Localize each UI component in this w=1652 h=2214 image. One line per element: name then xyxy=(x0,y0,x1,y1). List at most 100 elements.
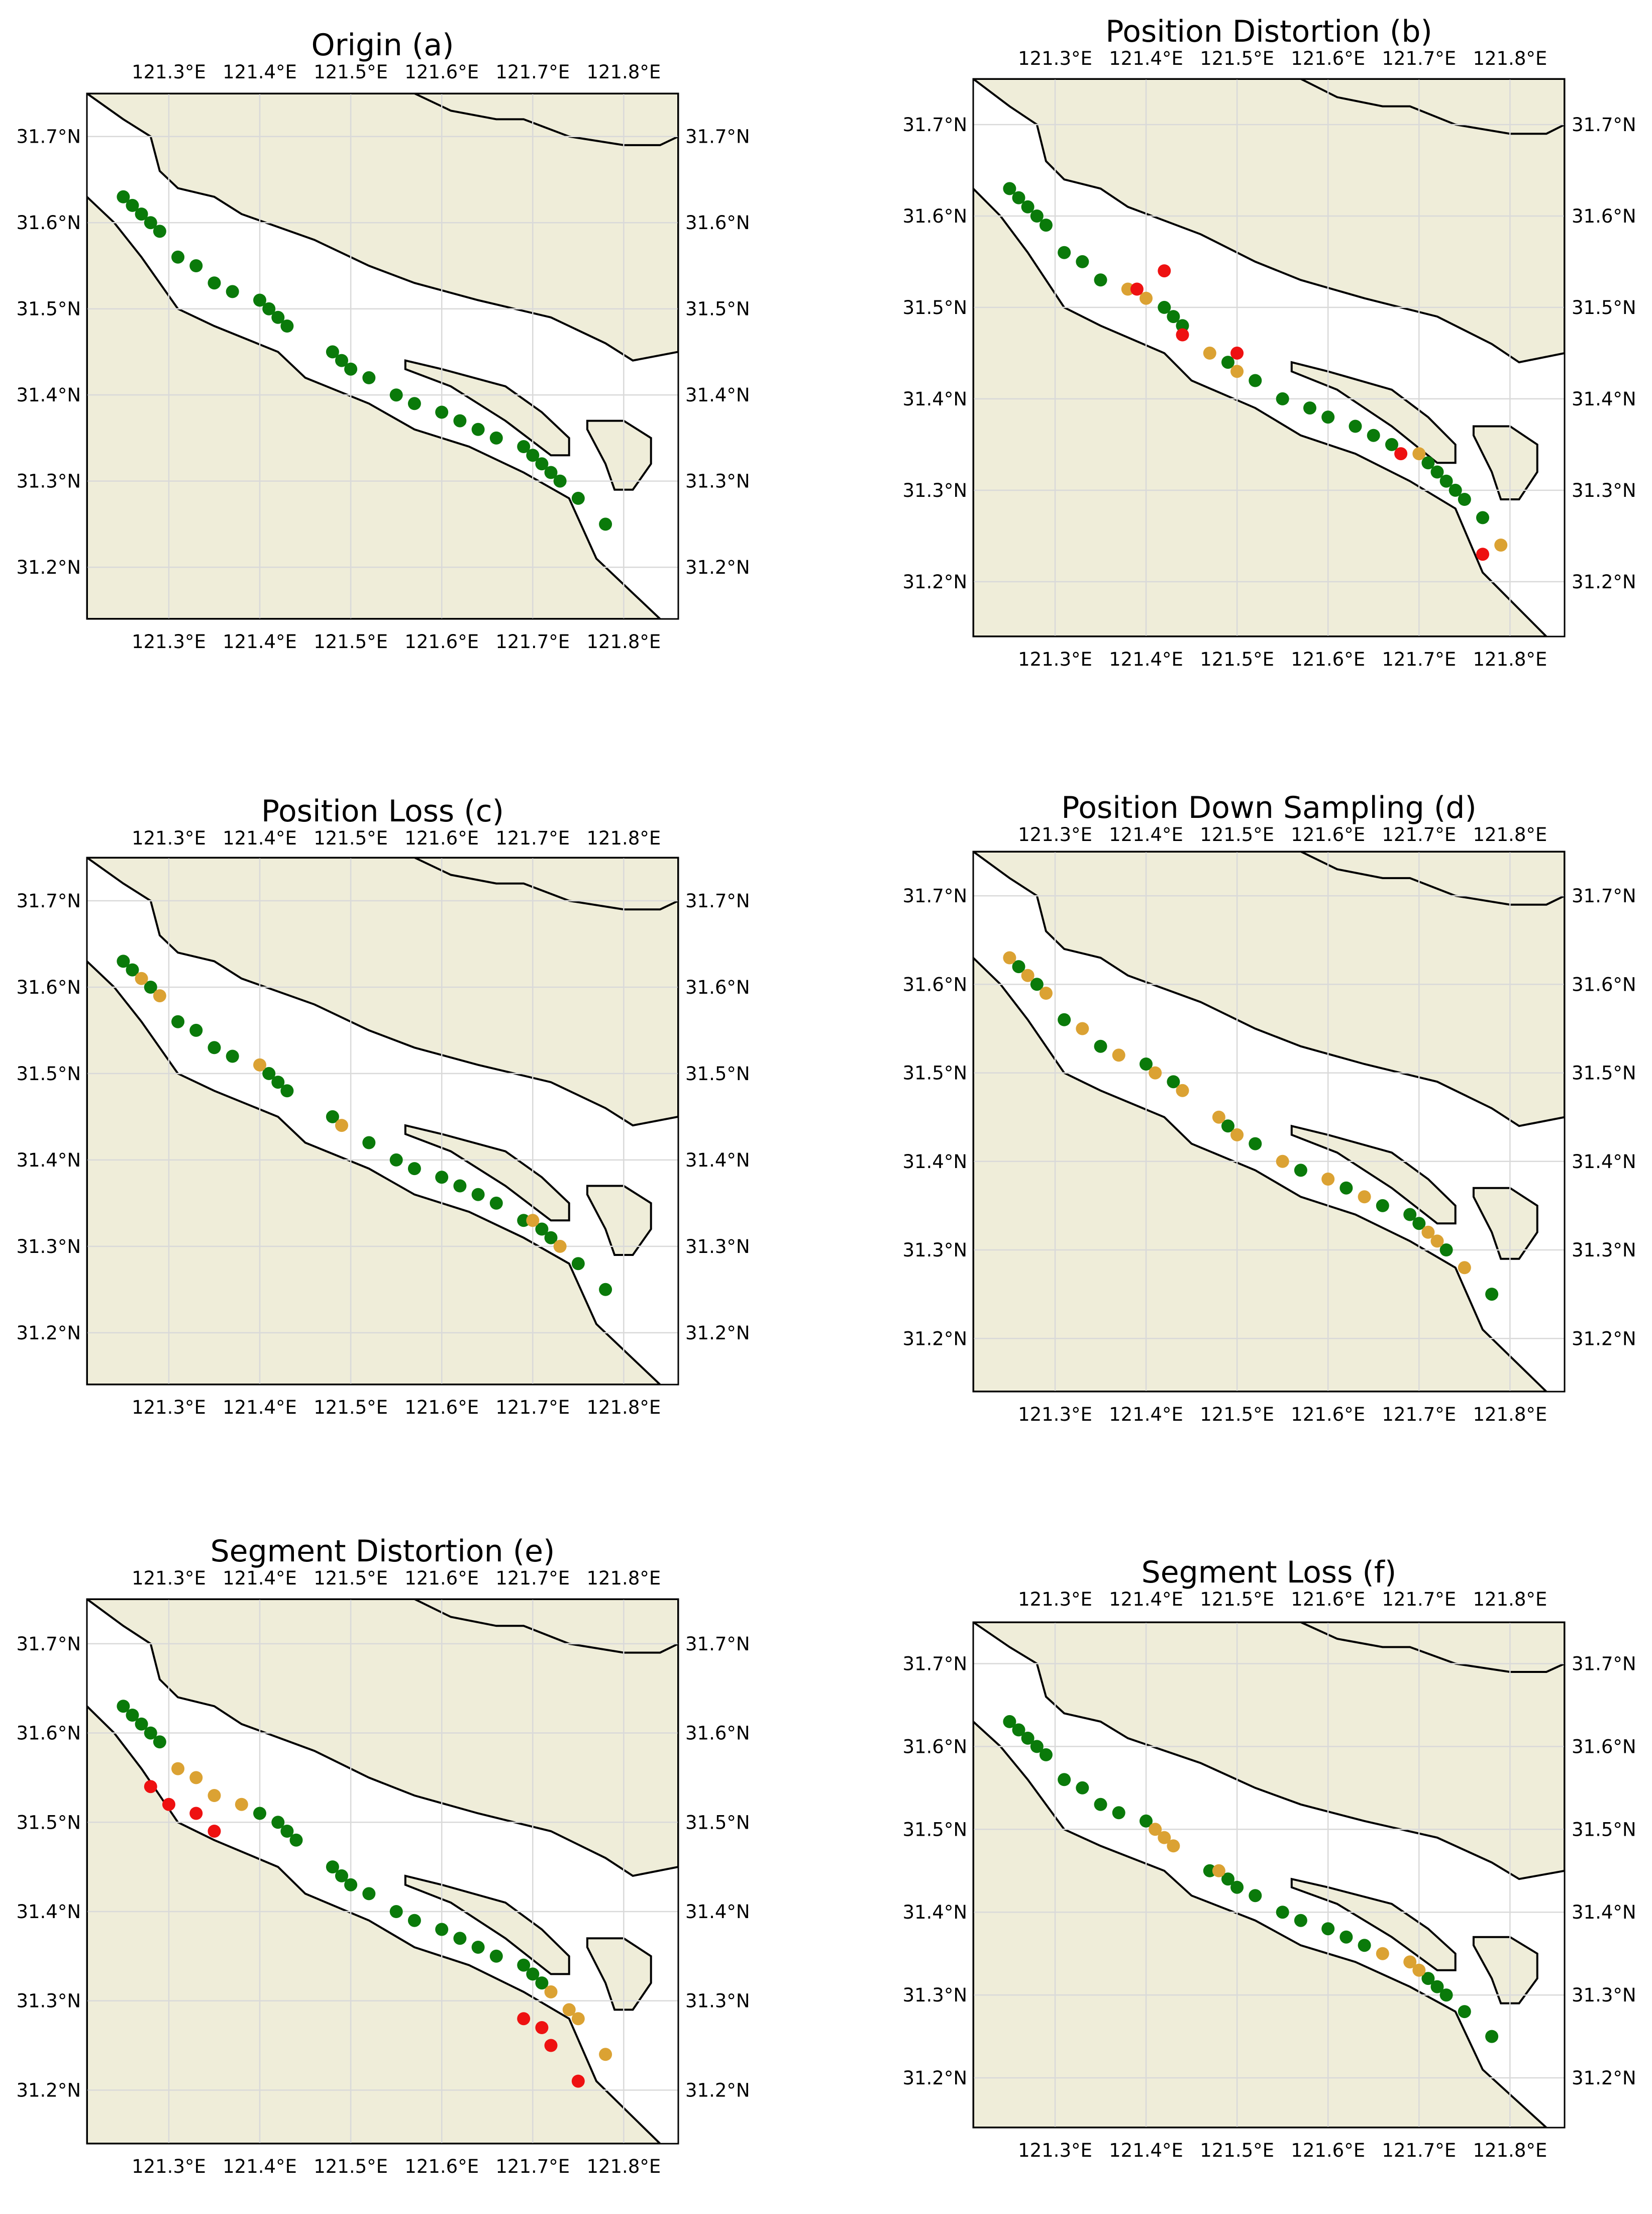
track-point xyxy=(389,1905,403,1918)
modified-point xyxy=(1276,1154,1289,1168)
lat-tick-label: 31.2°N xyxy=(1572,571,1636,593)
track-point xyxy=(1076,255,1089,268)
track-point xyxy=(1094,1798,1107,1811)
coastline xyxy=(1300,79,1565,135)
modified-point xyxy=(1430,1234,1444,1248)
lat-tick-label: 31.6°N xyxy=(685,1723,750,1744)
lat-tick-label: 31.6°N xyxy=(902,1736,967,1757)
lat-tick-label: 31.5°N xyxy=(685,1812,750,1833)
north-bank-land xyxy=(87,93,678,362)
modified-point xyxy=(599,2048,612,2061)
north-bank-land xyxy=(973,1622,1565,1880)
track-point xyxy=(1230,1880,1244,1894)
track-point xyxy=(535,1222,549,1236)
track-point xyxy=(1094,1039,1107,1053)
lon-tick-label: 121.6°E xyxy=(404,631,479,653)
track-point xyxy=(1058,1773,1071,1786)
lon-tick-label: 121.4°E xyxy=(223,61,297,83)
distorted-point xyxy=(1158,264,1171,278)
modified-point xyxy=(1112,1048,1125,1062)
lat-tick-label: 31.4°N xyxy=(16,1901,81,1923)
track-point xyxy=(344,1878,358,1891)
island-shape xyxy=(586,1937,652,2011)
lat-tick-label: 31.2°N xyxy=(902,1328,967,1349)
lat-tick-label: 31.3°N xyxy=(685,1236,750,1257)
track-point xyxy=(208,1041,221,1055)
track-point xyxy=(1249,1137,1262,1150)
track-point xyxy=(407,1914,421,1927)
track-point xyxy=(1321,1922,1335,1936)
lat-tick-label: 31.5°N xyxy=(1572,297,1636,319)
track-point xyxy=(1458,2005,1471,2019)
lon-tick-label: 121.8°E xyxy=(1473,824,1547,846)
track-point xyxy=(117,1700,130,1713)
track-point xyxy=(362,371,376,384)
track-point xyxy=(1039,1748,1053,1761)
map-layer xyxy=(87,93,678,619)
coastline xyxy=(1300,1622,1565,1673)
track-point xyxy=(135,1717,148,1731)
island-shape xyxy=(404,359,570,457)
lat-tick-label: 31.5°N xyxy=(16,1063,81,1085)
lon-tick-label: 121.6°E xyxy=(1291,1404,1365,1425)
lon-tick-label: 121.3°E xyxy=(132,61,206,83)
map-layer xyxy=(973,1622,1565,2128)
lat-tick-label: 31.3°N xyxy=(1572,1984,1636,2006)
lon-tick-label: 121.7°E xyxy=(495,827,570,849)
north-bank-land xyxy=(973,852,1565,1127)
distorted-point xyxy=(208,1825,221,1838)
modified-point xyxy=(553,1239,567,1253)
track-point xyxy=(271,1816,285,1829)
track-point xyxy=(117,190,130,203)
modified-point xyxy=(1212,1864,1225,1877)
lon-tick-label: 121.4°E xyxy=(1109,1404,1183,1425)
track-point xyxy=(1221,356,1234,369)
track-point xyxy=(1321,410,1335,424)
lon-tick-label: 121.4°E xyxy=(1109,48,1183,69)
track-point xyxy=(1339,1181,1353,1195)
lon-tick-label: 121.6°E xyxy=(1291,48,1365,69)
track-point xyxy=(1439,1988,1453,2002)
lon-tick-label: 121.4°E xyxy=(1109,2140,1183,2161)
north-bank-land xyxy=(87,1599,678,1877)
lon-tick-label: 121.3°E xyxy=(1018,824,1092,846)
track-point xyxy=(262,302,276,315)
modified-point xyxy=(1039,987,1053,1000)
lon-tick-label: 121.4°E xyxy=(223,631,297,653)
south-bank-land xyxy=(87,195,662,619)
distorted-point xyxy=(517,2012,531,2026)
track-point xyxy=(1294,1914,1307,1927)
track-point xyxy=(435,1171,449,1184)
panel-segment-distortion: Segment Distortion (e)121.3°E121.3°E121.… xyxy=(16,1534,750,2177)
modified-point xyxy=(235,1798,248,1811)
lat-tick-label: 31.2°N xyxy=(685,1322,750,1344)
lat-tick-label: 31.4°N xyxy=(1572,1902,1636,1923)
track-point xyxy=(153,225,166,238)
lon-tick-label: 121.4°E xyxy=(1109,824,1183,846)
lon-tick-label: 121.7°E xyxy=(1382,2140,1456,2161)
track-point xyxy=(344,362,358,376)
island-shape xyxy=(404,1874,570,1975)
lat-tick-label: 31.7°N xyxy=(16,890,81,912)
lon-tick-label: 121.8°E xyxy=(1473,2140,1547,2161)
track-point xyxy=(553,474,567,488)
track-point xyxy=(1421,1972,1435,1985)
lon-tick-label: 121.5°E xyxy=(1200,1589,1274,1610)
island-shape xyxy=(1472,1936,1538,2005)
panel-origin: Origin (a) 121.3°E 121.3°E 121.4°E 121.4°E 12… xyxy=(16,28,750,653)
lat-tick-label: 31.6°N xyxy=(16,977,81,998)
south-bank-land xyxy=(87,1705,662,2144)
track-point xyxy=(599,1283,612,1296)
modified-point xyxy=(335,1119,348,1132)
lat-tick-label: 31.3°N xyxy=(902,1239,967,1261)
lon-tick-label: 121.8°E xyxy=(1473,1404,1547,1425)
track-point xyxy=(171,1015,185,1028)
lat-tick-label: 31.7°N xyxy=(902,114,967,136)
lat-tick-label: 31.4°N xyxy=(16,1149,81,1171)
lon-tick-label: 121.5°E xyxy=(314,1567,388,1589)
lat-tick-label: 31.3°N xyxy=(16,1236,81,1257)
lat-tick-label: 31.5°N xyxy=(1572,1063,1636,1084)
track-point xyxy=(1403,1208,1417,1221)
track-point xyxy=(1003,182,1016,195)
